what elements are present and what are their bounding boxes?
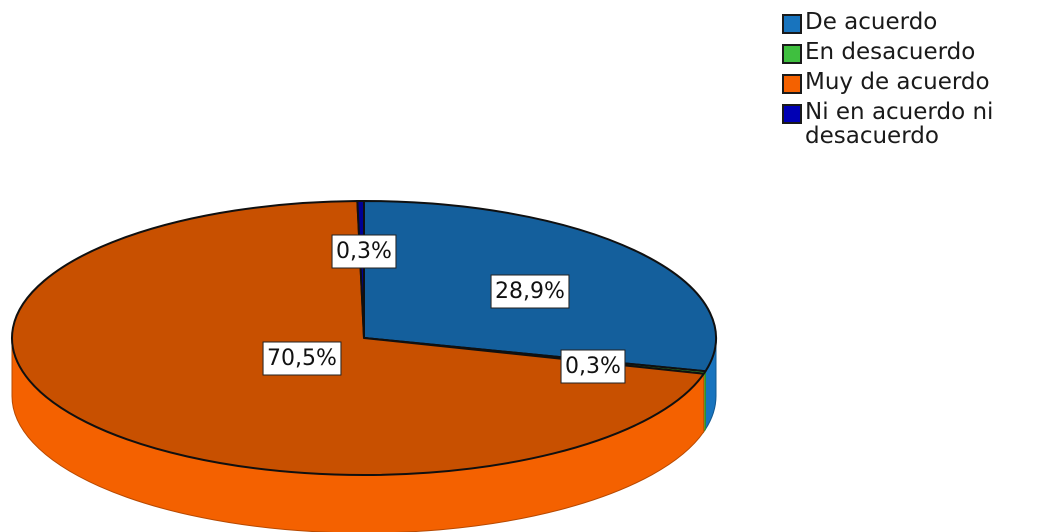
- data-label-text: 0,3%: [565, 354, 621, 379]
- data-label-3: 0,3%: [331, 234, 397, 269]
- legend-label: Ni en acuerdo ni desacuerdo: [805, 99, 994, 149]
- legend-item-muy-de-acuerdo: Muy de acuerdo: [782, 70, 1040, 94]
- data-label-2: 70,5%: [262, 341, 342, 376]
- legend-swatch: [782, 14, 802, 34]
- data-label-box: [262, 341, 342, 376]
- data-label-text: 70,5%: [267, 346, 337, 371]
- data-label-0: 28,9%: [490, 274, 570, 309]
- legend-swatch: [782, 44, 802, 64]
- legend-item-ni-en-acuerdo-ni-desacuerdo: Ni en acuerdo ni desacuerdo: [782, 100, 1040, 148]
- legend-swatch: [782, 74, 802, 94]
- legend-label: Muy de acuerdo: [805, 69, 990, 95]
- data-label-box: [331, 234, 397, 269]
- legend: De acuerdo En desacuerdo Muy de acuerdo …: [782, 10, 1040, 154]
- data-label-box: [490, 274, 570, 309]
- legend-item-en-desacuerdo: En desacuerdo: [782, 40, 1040, 64]
- pie-slice-2: [11, 200, 705, 476]
- legend-item-de-acuerdo: De acuerdo: [782, 10, 1040, 34]
- pie-labels: 28,9% 0,3% 70,5% 0,3%: [262, 234, 626, 384]
- data-label-box: [560, 349, 626, 384]
- legend-swatch: [782, 104, 802, 124]
- data-label-1: 0,3%: [560, 349, 626, 384]
- legend-label: De acuerdo: [805, 9, 938, 35]
- data-label-text: 0,3%: [336, 239, 392, 264]
- legend-label: En desacuerdo: [805, 39, 976, 65]
- data-label-text: 28,9%: [495, 279, 565, 304]
